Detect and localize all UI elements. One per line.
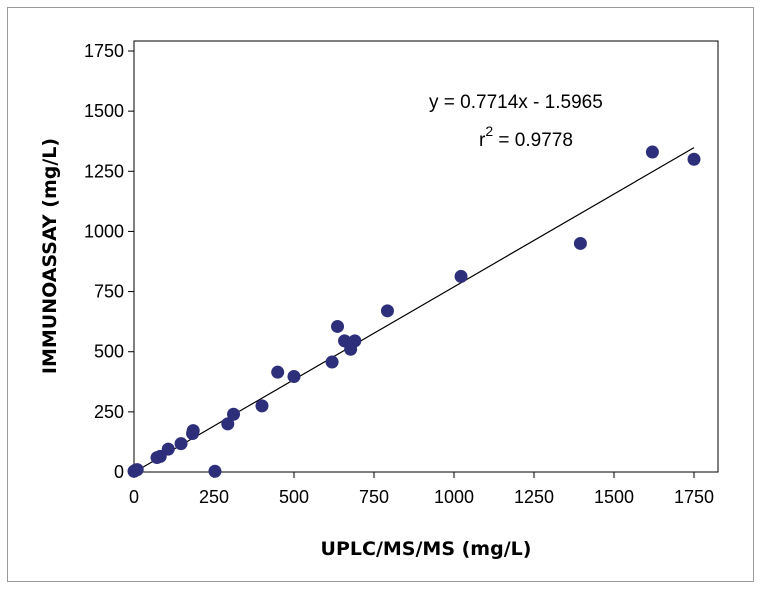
x-axis: 0 250 500 750 1000 1250 1500 1750 [129, 472, 714, 507]
y-tick-label: 1500 [84, 101, 124, 121]
chart-frame: 0 250 500 750 1000 1250 1500 1750 0 250 500 750 100… [7, 7, 754, 582]
x-tick-label: 1750 [674, 487, 714, 507]
data-points [127, 145, 701, 478]
data-point [573, 236, 587, 250]
x-tick-label: 1000 [434, 487, 474, 507]
data-point [331, 319, 345, 333]
x-tick-label: 1250 [514, 487, 554, 507]
r-squared-annotation: r2 = 0.9778 [479, 123, 573, 151]
r-superscript: 2 [485, 123, 493, 139]
y-tick-label: 1750 [84, 41, 124, 61]
data-point [174, 437, 188, 451]
y-axis: 0 250 500 750 1000 1250 1500 1750 [84, 41, 134, 482]
regression-equation: y = 0.7714x - 1.5965 [429, 92, 603, 113]
y-tick-label: 1000 [84, 221, 124, 241]
data-point [380, 304, 394, 318]
data-point [454, 269, 468, 283]
y-tick-label: 500 [94, 342, 124, 362]
data-point [271, 365, 285, 379]
y-tick-label: 1250 [84, 161, 124, 181]
data-point [325, 355, 339, 369]
x-tick-label: 1500 [594, 487, 634, 507]
x-tick-label: 250 [199, 487, 229, 507]
data-point [348, 334, 362, 348]
y-axis-title: IMMUNOASSAY (mg/L) [39, 138, 61, 374]
x-tick-label: 0 [129, 487, 139, 507]
x-axis-title: UPLC/MS/MS (mg/L) [321, 538, 532, 560]
x-tick-label: 750 [359, 487, 389, 507]
r-label: r [479, 130, 486, 151]
data-point [161, 442, 175, 456]
scatter-chart: 0 250 500 750 1000 1250 1500 1750 0 250 500 750 100… [39, 40, 719, 560]
data-point [227, 407, 241, 421]
data-point [208, 464, 222, 478]
data-point [687, 152, 701, 166]
y-tick-label: 750 [94, 282, 124, 302]
data-point [255, 399, 269, 413]
x-tick-label: 500 [279, 487, 309, 507]
data-point [130, 463, 144, 477]
data-point [221, 417, 235, 431]
data-point [287, 369, 301, 383]
y-tick-label: 250 [94, 402, 124, 422]
plot-area [133, 40, 719, 473]
data-point [645, 145, 659, 159]
data-point [186, 424, 200, 438]
r-value: = 0.9778 [493, 130, 573, 151]
y-tick-label: 0 [114, 462, 124, 482]
